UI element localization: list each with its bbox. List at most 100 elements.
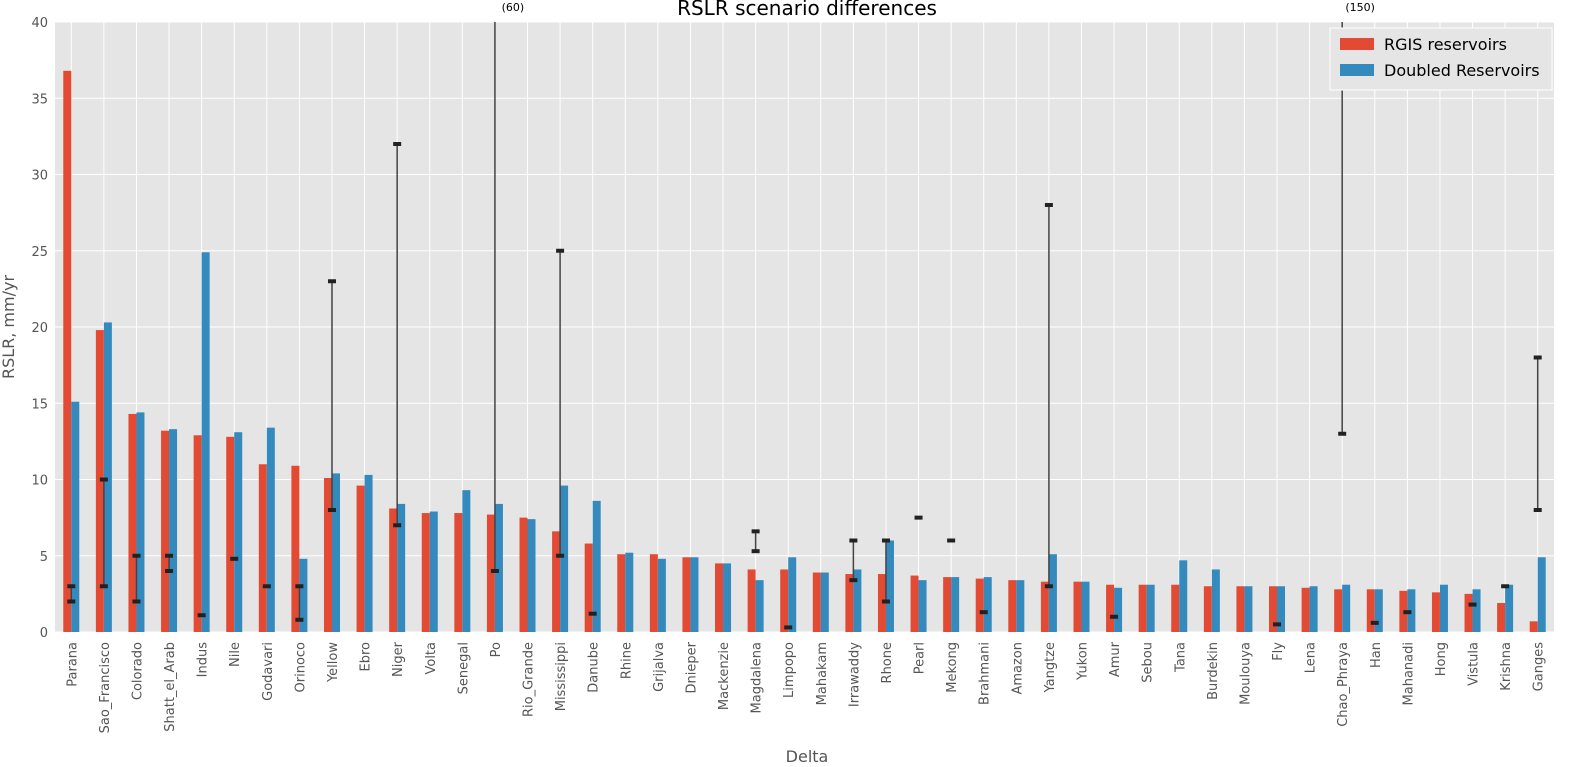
bar-doubled-reservoirs-vistula bbox=[1472, 589, 1481, 632]
bar-rgis-reservoirs-moulouya bbox=[1236, 586, 1245, 632]
x-tick-label-ebro: Ebro bbox=[359, 642, 374, 672]
range-marker-yangtze-0 bbox=[1044, 584, 1053, 589]
x-tick-label-rhone: Rhone bbox=[880, 642, 895, 683]
range-marker-orinoco-0 bbox=[295, 617, 304, 622]
bar-doubled-reservoirs-limpopo bbox=[788, 557, 797, 632]
bar-rgis-reservoirs-hong bbox=[1431, 592, 1440, 632]
x-tick-label-mackenzie: Mackenzie bbox=[717, 642, 732, 710]
x-tick-label-volta: Volta bbox=[424, 642, 439, 675]
bar-doubled-reservoirs-mekong bbox=[951, 577, 960, 632]
bar-doubled-reservoirs-krishna bbox=[1505, 584, 1514, 632]
bars bbox=[63, 70, 1546, 633]
bar-rgis-reservoirs-rhine bbox=[617, 554, 626, 632]
range-marker-sao-francisco-1 bbox=[99, 477, 108, 482]
bar-doubled-reservoirs-sao-francisco bbox=[103, 322, 112, 632]
bar-rgis-reservoirs-rio-grande bbox=[519, 517, 528, 632]
bar-doubled-reservoirs-yellow bbox=[331, 473, 340, 632]
bar-doubled-reservoirs-yangtze bbox=[1048, 554, 1057, 632]
bar-doubled-reservoirs-ganges bbox=[1537, 557, 1546, 632]
bar-rgis-reservoirs-mackenzie bbox=[715, 563, 724, 632]
y-axis-title: RSLR, mm/yr bbox=[0, 275, 18, 380]
range-marker-fly-0 bbox=[1273, 622, 1282, 627]
bar-rgis-reservoirs-volta bbox=[421, 513, 430, 632]
bar-rgis-reservoirs-chao-phraya bbox=[1334, 589, 1343, 632]
x-tick-label-pearl: Pearl bbox=[913, 642, 928, 674]
x-tick-label-limpopo: Limpopo bbox=[782, 642, 797, 698]
x-tick-label-sao-francisco: Sao_Francisco bbox=[98, 642, 113, 733]
x-tick-label-danube: Danube bbox=[587, 642, 602, 693]
bar-rgis-reservoirs-po bbox=[486, 514, 495, 632]
range-marker-colorado-1 bbox=[132, 553, 141, 558]
x-tick-label-yukon: Yukon bbox=[1075, 642, 1090, 681]
bar-doubled-reservoirs-mahakam bbox=[820, 572, 829, 632]
bar-rgis-reservoirs-yellow bbox=[323, 477, 332, 632]
x-tick-label-vistula: Vistula bbox=[1467, 642, 1482, 686]
x-axis-ticks: Parana Sao_Francisco Colorado Shatt_el_Arab… bbox=[65, 641, 1546, 733]
bar-rgis-reservoirs-amur bbox=[1106, 584, 1115, 632]
range-marker-yellow-1 bbox=[327, 279, 336, 284]
bar-doubled-reservoirs-sebou bbox=[1146, 584, 1155, 632]
bar-doubled-reservoirs-rio-grande bbox=[527, 519, 536, 632]
bar-rgis-reservoirs-mahakam bbox=[812, 572, 821, 632]
range-marker-yangtze-1 bbox=[1044, 203, 1053, 207]
range-marker-mekong-0 bbox=[947, 538, 956, 543]
bar-rgis-reservoirs-vistula bbox=[1464, 593, 1473, 632]
range-marker-shatt-el-arab-0 bbox=[165, 569, 174, 573]
range-marker-sao-francisco-0 bbox=[99, 584, 108, 589]
x-tick-label-magdalena: Magdalena bbox=[750, 642, 765, 713]
range-marker-godavari-0 bbox=[262, 584, 271, 589]
bar-rgis-reservoirs-han bbox=[1366, 589, 1375, 632]
bar-doubled-reservoirs-yukon bbox=[1081, 581, 1090, 632]
range-marker-ganges-0 bbox=[1533, 508, 1542, 512]
y-tick-label-5: 5 bbox=[40, 550, 48, 565]
range-marker-han-0 bbox=[1370, 620, 1379, 625]
bar-doubled-reservoirs-brahmani bbox=[983, 577, 992, 632]
bar-rgis-reservoirs-sebou bbox=[1138, 584, 1147, 632]
bar-doubled-reservoirs-burdekin bbox=[1211, 569, 1220, 632]
bar-doubled-reservoirs-indus bbox=[201, 252, 210, 632]
bar-rgis-reservoirs-danube bbox=[584, 543, 593, 632]
x-tick-label-indus: Indus bbox=[196, 642, 211, 678]
range-marker-rhone-0 bbox=[881, 599, 890, 604]
bar-rgis-reservoirs-mississippi bbox=[552, 531, 561, 632]
bar-rgis-reservoirs-shatt-el-arab bbox=[161, 430, 170, 632]
range-marker-danube-0 bbox=[588, 611, 597, 616]
x-tick-label-mahakam: Mahakam bbox=[815, 642, 830, 705]
bar-rgis-reservoirs-krishna bbox=[1497, 603, 1506, 632]
x-tick-label-orinoco: Orinoco bbox=[293, 642, 308, 693]
range-marker-niger-0 bbox=[393, 523, 402, 528]
bar-doubled-reservoirs-lena bbox=[1309, 586, 1318, 632]
range-marker-amur-0 bbox=[1110, 614, 1119, 619]
range-marker-rhone-1 bbox=[881, 538, 890, 543]
x-tick-label-fly: Fly bbox=[1271, 642, 1286, 661]
bar-doubled-reservoirs-ebro bbox=[364, 474, 373, 632]
bar-rgis-reservoirs-mekong bbox=[943, 577, 952, 632]
range-marker-pearl-0 bbox=[914, 515, 923, 520]
bar-rgis-reservoirs-godavari bbox=[258, 464, 267, 632]
bar-rgis-reservoirs-tana bbox=[1171, 584, 1180, 632]
x-tick-label-yellow: Yellow bbox=[326, 642, 341, 683]
x-tick-label-burdekin: Burdekin bbox=[1206, 642, 1221, 700]
bar-doubled-reservoirs-amur bbox=[1114, 587, 1123, 632]
bar-rgis-reservoirs-dnieper bbox=[682, 557, 691, 632]
x-tick-label-rhine: Rhine bbox=[619, 642, 634, 679]
range-marker-magdalena-1 bbox=[751, 529, 760, 534]
x-tick-label-krishna: Krishna bbox=[1499, 642, 1514, 691]
y-tick-label-25: 25 bbox=[31, 245, 48, 260]
range-marker-ganges-1 bbox=[1533, 355, 1542, 360]
y-tick-label-15: 15 bbox=[31, 397, 48, 412]
range-marker-parana-0 bbox=[67, 599, 76, 604]
x-tick-label-godavari: Godavari bbox=[261, 642, 276, 701]
bar-doubled-reservoirs-po bbox=[494, 503, 503, 632]
bar-doubled-reservoirs-mackenzie bbox=[723, 563, 732, 632]
range-marker-brahmani-0 bbox=[979, 610, 988, 615]
legend-swatch-rgis bbox=[1340, 38, 1374, 50]
bar-doubled-reservoirs-danube bbox=[592, 500, 601, 632]
bar-doubled-reservoirs-rhine bbox=[625, 552, 634, 632]
range-marker-krishna-0 bbox=[1501, 584, 1510, 589]
bar-rgis-reservoirs-colorado bbox=[128, 413, 137, 632]
bar-doubled-reservoirs-hong bbox=[1439, 584, 1448, 632]
x-tick-label-amur: Amur bbox=[1108, 641, 1123, 677]
range-label-po: (60) bbox=[502, 1, 525, 14]
